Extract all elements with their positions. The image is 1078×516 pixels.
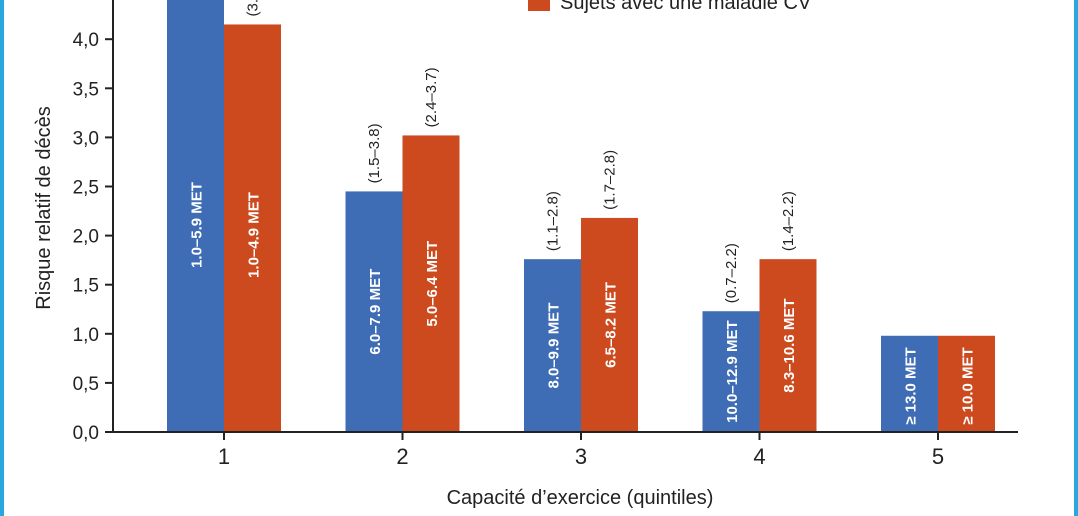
- ci-label: (1.7–2.8): [602, 150, 619, 210]
- bar-label: ≥ 13.0 MET: [903, 347, 920, 424]
- x-tick-label: 2: [396, 444, 408, 469]
- x-tick-label: 5: [932, 444, 944, 469]
- ci-label: (2.4–3.7): [423, 67, 440, 127]
- legend: Sujets avec une maladie CV: [528, 0, 812, 14]
- bar-red-q3: [581, 217, 638, 432]
- bar-red-q4: [759, 259, 817, 432]
- y-tick-label: 0,5: [73, 374, 99, 395]
- x-tick-label: 1: [218, 444, 230, 469]
- bar-label: 6.5–8.2 MET: [603, 282, 620, 368]
- y-tick-label: 0,0: [73, 423, 99, 444]
- bar-blue-q5: [881, 335, 938, 432]
- y-tick-label: 1,5: [73, 276, 99, 297]
- y-tick-label: 3,5: [73, 79, 99, 100]
- x-axis-label: Capacité d’exercice (quintiles): [447, 487, 714, 509]
- ci-label: (1.5–3.8): [366, 123, 383, 183]
- bar-label: ≥ 10.0 MET: [960, 347, 977, 424]
- x-tick-label: 3: [575, 444, 587, 469]
- bar-blue-q4: [702, 311, 760, 432]
- bar-red-q5: [938, 335, 995, 432]
- ci-label: (1.1–2.8): [545, 191, 562, 251]
- y-tick-label: 1,0: [73, 325, 99, 346]
- y-tick-label: 2,5: [73, 178, 99, 199]
- bar-label: 6.0–7.9 MET: [367, 269, 384, 355]
- bar-label: 10.0–12.9 MET: [724, 320, 741, 423]
- bar-blue-q2: [345, 191, 403, 432]
- bar-label: 5.0–6.4 MET: [424, 241, 441, 327]
- x-tick-label: 4: [753, 444, 765, 469]
- bar-label: 8.3–10.6 MET: [781, 298, 798, 392]
- bar-label: 8.0–9.9 MET: [546, 303, 563, 389]
- legend-swatch-red: [528, 0, 550, 11]
- ci-label: (1.4–2.2): [780, 191, 797, 251]
- ci-label: (0.7–2.2): [723, 243, 740, 303]
- bar-blue-q3: [524, 259, 581, 432]
- y-tick-label: 3,0: [73, 128, 99, 149]
- bar-blue-q1: [167, 0, 224, 433]
- bar-label: 1.0–5.9 MET: [189, 182, 206, 268]
- bar-red-q2: [402, 135, 460, 432]
- bar-label: 1.0–4.9 MET: [246, 192, 263, 278]
- y-tick-label: 4,5: [73, 0, 99, 2]
- ci-label: (3.3: [245, 0, 262, 16]
- y-tick-label: 2,0: [73, 227, 99, 248]
- bar-red-q1: [224, 24, 281, 432]
- y-tick-label: 4,0: [73, 30, 99, 51]
- y-axis-label: Risque relatif de décès: [33, 106, 55, 309]
- legend-label: Sujets avec une maladie CV: [560, 0, 812, 14]
